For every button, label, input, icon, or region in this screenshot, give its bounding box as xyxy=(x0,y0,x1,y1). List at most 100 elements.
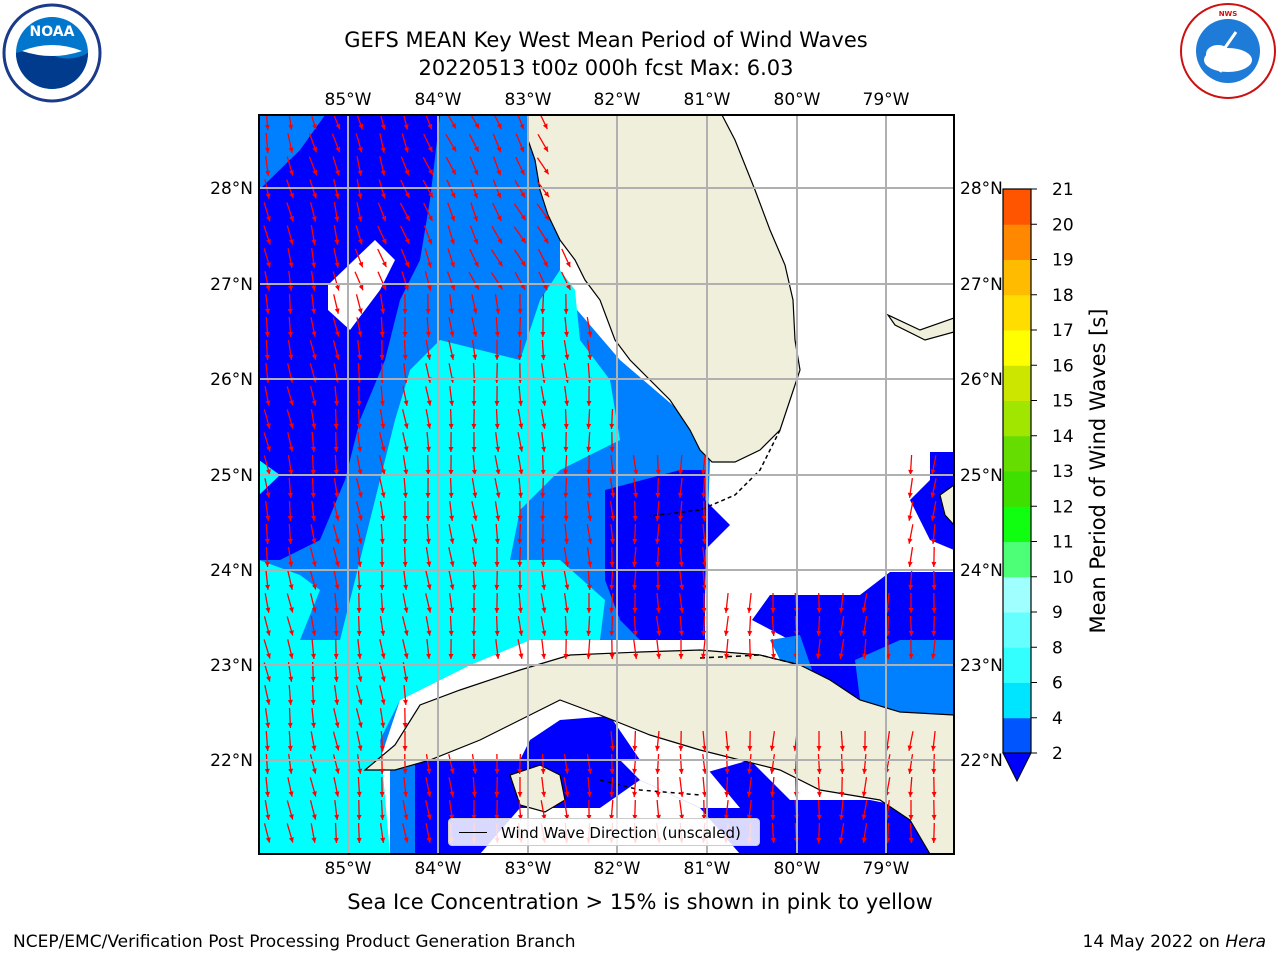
wind-wave-arrowhead xyxy=(519,146,525,153)
wind-wave-arrowhead xyxy=(471,423,477,429)
wind-wave-arrowhead xyxy=(495,308,501,314)
wind-wave-arrowhead xyxy=(311,354,317,360)
wind-wave-arrowhead xyxy=(265,492,271,498)
colorbar-segment xyxy=(1003,189,1031,225)
lat-label-left: 25°N xyxy=(210,466,253,486)
wind-wave-arrowhead xyxy=(519,169,525,175)
wind-wave-arrowhead xyxy=(679,814,685,820)
wind-wave-arrowhead xyxy=(678,539,684,544)
wind-wave-arrowhead xyxy=(908,815,914,820)
wind-wave-arrowhead xyxy=(495,492,501,498)
colorbar-tick-label: 14 xyxy=(1052,427,1074,447)
wind-wave-arrowhead xyxy=(473,169,479,176)
wind-wave-arrowhead xyxy=(609,768,615,774)
colorbar-segment xyxy=(1003,400,1031,437)
wind-wave-arrowhead xyxy=(540,538,546,544)
wind-wave-arrowhead xyxy=(543,146,548,152)
wind-wave-arrowhead xyxy=(494,355,500,360)
wind-wave-arrowhead xyxy=(311,722,316,728)
wind-wave-arrowhead xyxy=(587,515,593,521)
wind-wave-arrowhead xyxy=(289,215,294,222)
wind-wave-arrowhead xyxy=(404,169,410,176)
wind-wave-arrowhead xyxy=(474,146,479,152)
colorbar-segment xyxy=(1003,259,1031,296)
wind-wave-arrowhead xyxy=(402,746,408,751)
wind-wave-arrowhead xyxy=(311,239,317,245)
host-name: Hera xyxy=(1225,932,1266,952)
wind-wave-arrowhead xyxy=(610,538,615,544)
wind-wave-arrowhead xyxy=(769,745,775,751)
wind-wave-arrowhead xyxy=(655,745,660,751)
wind-wave-arrowhead xyxy=(541,446,547,452)
wind-wave-arrowhead xyxy=(380,653,386,659)
wind-wave-arrowhead xyxy=(311,561,317,567)
wind-wave-arrowhead xyxy=(725,745,730,751)
lon-label-bottom: 83°W xyxy=(505,859,552,879)
wind-wave-arrowhead xyxy=(288,124,294,130)
colorbar-tick-label: 21 xyxy=(1052,180,1074,200)
wind-wave-arrowhead xyxy=(264,354,270,360)
wind-wave-arrowhead xyxy=(494,608,500,613)
wind-wave-arrowhead xyxy=(724,607,729,613)
wind-wave-arrowhead xyxy=(379,814,385,820)
wind-wave-arrowhead xyxy=(311,515,316,521)
wind-wave-arrowhead xyxy=(931,584,937,590)
lat-label-right: 24°N xyxy=(960,561,1003,581)
wind-wave-arrowhead xyxy=(931,768,937,774)
wind-wave-arrowhead xyxy=(264,538,270,544)
wind-wave-arrowhead xyxy=(862,746,868,751)
wind-wave-arrowhead xyxy=(632,768,638,774)
wind-wave-arrowhead xyxy=(565,261,571,268)
wind-wave-arrowhead xyxy=(402,309,408,314)
wind-wave-arrowhead xyxy=(747,745,753,751)
wind-wave-arrowhead xyxy=(265,170,271,176)
wind-wave-arrowhead xyxy=(861,630,867,636)
colorbar-segment xyxy=(1003,435,1031,472)
wind-wave-arrowhead xyxy=(563,308,569,314)
wind-wave-arrowhead xyxy=(609,607,615,613)
wind-wave-arrowhead xyxy=(380,308,386,314)
wind-wave-arrowhead xyxy=(450,239,455,245)
wind-wave-arrowhead xyxy=(632,630,638,636)
wind-wave-arrowhead xyxy=(334,584,340,590)
wind-wave-arrowhead xyxy=(702,768,708,774)
wind-wave-arrowhead xyxy=(403,584,409,590)
colorbar-tick-label: 13 xyxy=(1052,462,1074,482)
lat-label-left: 24°N xyxy=(210,561,253,581)
wind-wave-arrowhead xyxy=(426,814,432,820)
wind-wave-arrowhead xyxy=(449,354,455,360)
wind-wave-arrowhead xyxy=(380,676,386,682)
wind-wave-arrowhead xyxy=(356,423,362,429)
wind-wave-arrowhead xyxy=(311,630,317,636)
wind-wave-arrowhead xyxy=(931,837,937,843)
wind-wave-arrowhead xyxy=(333,676,339,682)
wind-wave-arrowhead xyxy=(747,653,753,659)
wind-wave-arrowhead xyxy=(907,561,913,567)
wind-wave-arrowhead xyxy=(334,699,340,705)
lat-label-right: 26°N xyxy=(960,370,1003,390)
wind-wave-arrowhead xyxy=(632,791,638,797)
wind-wave-arrowhead xyxy=(426,653,431,659)
wind-wave-arrowhead xyxy=(334,722,340,728)
wind-wave-arrowhead xyxy=(656,653,662,659)
wind-wave-arrowhead xyxy=(816,630,822,636)
wave-period-4-6-region-west xyxy=(259,460,280,495)
wind-wave-arrowhead xyxy=(311,653,316,659)
wind-wave-arrowhead xyxy=(724,814,729,820)
wind-wave-arrowhead xyxy=(586,446,592,452)
wind-wave-arrowhead xyxy=(724,653,730,659)
wind-wave-arrowhead xyxy=(494,331,500,337)
wind-wave-arrowhead xyxy=(474,284,479,290)
wind-wave-arrowhead xyxy=(357,653,362,659)
wind-wave-arrowhead xyxy=(747,630,753,636)
bahamas-island-2 xyxy=(939,484,954,526)
wind-wave-arrowhead xyxy=(265,400,271,406)
wind-wave-arrowhead xyxy=(816,768,822,774)
wind-wave-arrowhead xyxy=(563,492,569,498)
lat-label-left: 27°N xyxy=(210,275,253,295)
svg-text:NWS: NWS xyxy=(1219,10,1238,18)
wind-wave-arrowhead xyxy=(472,538,478,544)
lon-label-bottom: 84°W xyxy=(415,859,462,879)
wind-wave-arrowhead xyxy=(495,446,501,452)
